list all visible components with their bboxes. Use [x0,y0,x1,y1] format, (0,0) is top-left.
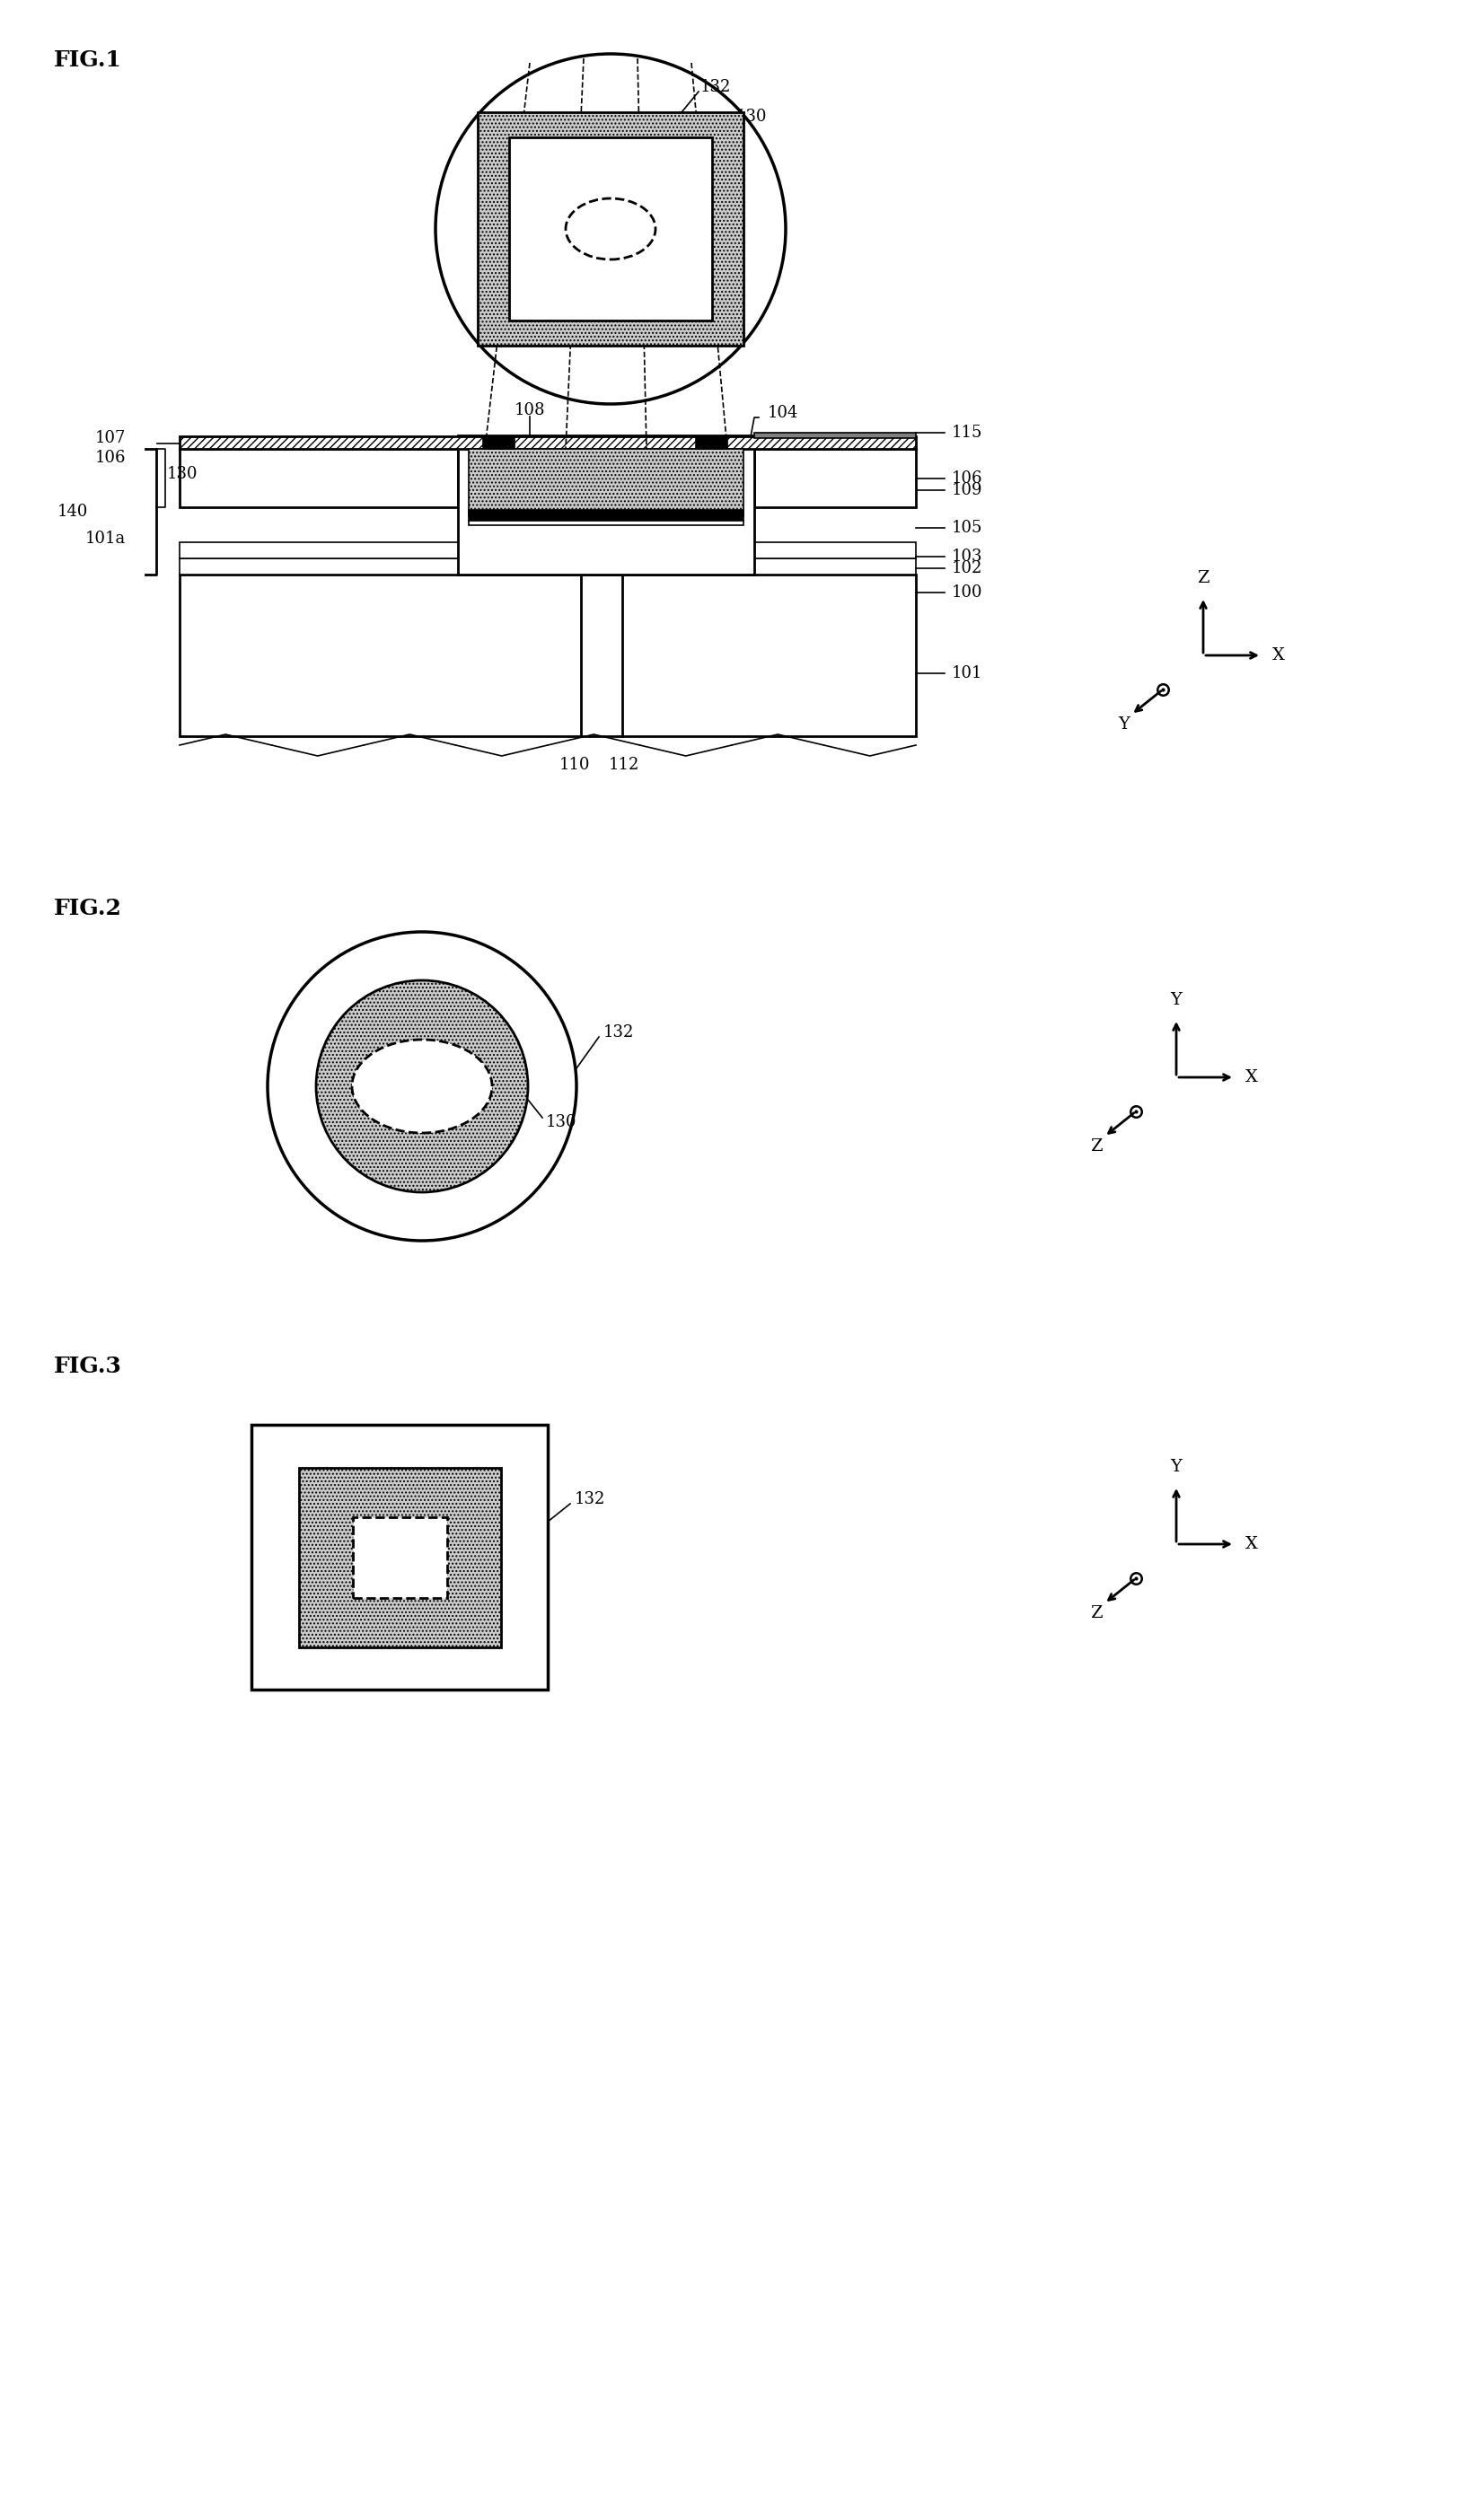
Bar [179,559,915,575]
Text: 110: 110 [560,756,591,774]
Text: X: X [1272,648,1285,663]
Text: Y: Y [1171,1459,1183,1474]
Bar [469,509,743,522]
Bar [251,1424,548,1688]
Text: 132: 132 [604,1023,635,1041]
Text: Z: Z [1090,1139,1103,1154]
Text: FIG.2: FIG.2 [54,897,122,920]
Text: 132: 132 [701,78,732,96]
Text: 115: 115 [952,426,983,441]
Text: 104: 104 [768,406,799,421]
Text: 101: 101 [952,665,983,680]
Ellipse shape [566,199,655,260]
Text: X: X [1246,1537,1257,1552]
Text: X: X [1246,1068,1257,1086]
Bar [458,436,754,575]
Bar [696,436,727,449]
Circle shape [316,980,527,1192]
Text: 100: 100 [952,585,983,600]
Text: 107: 107 [95,431,126,446]
Text: 130: 130 [546,1114,577,1131]
Text: Z: Z [1090,1605,1103,1620]
Text: 130: 130 [166,466,197,481]
Bar [754,433,915,438]
Bar [483,436,514,449]
Text: 132: 132 [472,449,502,466]
Bar [353,1517,447,1598]
Text: 130: 130 [516,1580,548,1598]
Text: 106: 106 [94,449,126,466]
Bar [510,139,712,320]
Text: Y: Y [1171,993,1183,1008]
Text: 108: 108 [514,403,545,418]
Bar [754,449,915,507]
Text: 132: 132 [574,1492,605,1507]
Text: 105: 105 [952,519,983,537]
Text: 140: 140 [57,504,88,519]
Bar [469,522,743,524]
Bar [300,1467,501,1648]
Text: 106: 106 [952,471,983,486]
Text: Z: Z [1197,570,1209,587]
Bar [179,575,915,736]
Bar [179,449,458,507]
Ellipse shape [353,1041,492,1134]
Bar [179,436,915,449]
Bar [477,113,743,345]
Text: FIG.3: FIG.3 [54,1356,122,1376]
Text: 109: 109 [952,481,983,499]
Text: 102: 102 [952,559,983,577]
Text: 112: 112 [608,756,639,774]
Bar [469,449,743,517]
Text: 103: 103 [952,549,983,564]
Bar [179,542,915,559]
Text: 101a: 101a [85,532,126,547]
Text: Y: Y [1118,716,1130,733]
Text: FIG.1: FIG.1 [54,50,122,71]
Text: 130: 130 [736,108,767,126]
